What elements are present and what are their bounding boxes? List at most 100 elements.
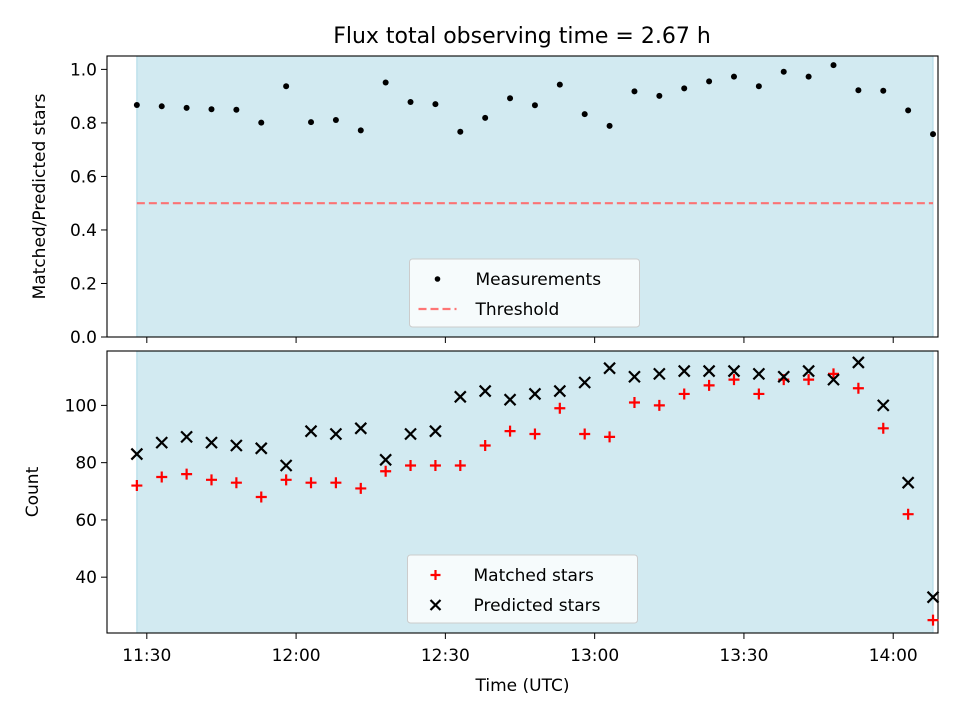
predicted-stars-point xyxy=(578,376,591,389)
predicted-stars-point xyxy=(454,390,467,404)
legend-dot-marker xyxy=(434,276,441,282)
legend-label: Predicted stars xyxy=(474,596,601,616)
x-tick-label: 11:30 xyxy=(122,646,171,666)
predicted-stars-point xyxy=(180,430,193,444)
predicted-stars-point xyxy=(876,399,890,412)
y-tick-label: 1.0 xyxy=(70,60,97,80)
matched-stars-point xyxy=(529,428,541,440)
predicted-stars-point xyxy=(926,590,940,604)
measurement-point xyxy=(780,68,787,75)
predicted-stars-point xyxy=(379,453,392,467)
matched-stars-point xyxy=(479,439,491,451)
y-tick-label: 40 xyxy=(75,568,97,588)
matched-stars-point xyxy=(877,422,889,434)
x-tick-label: 13:00 xyxy=(570,646,619,666)
predicted-stars-point xyxy=(254,442,268,455)
matched-stars-point xyxy=(181,468,193,480)
predicted-stars-point xyxy=(603,361,616,375)
measurement-point xyxy=(556,81,563,88)
measurement-point xyxy=(905,107,912,114)
matched-stars-point xyxy=(604,431,616,443)
measurement-point xyxy=(507,95,514,102)
x-tick-label: 13:30 xyxy=(719,646,768,666)
measurement-point xyxy=(581,111,588,118)
predicted-stars-point xyxy=(727,364,741,378)
predicted-stars-point xyxy=(503,393,517,406)
measurement-point xyxy=(407,99,414,106)
measurement-point xyxy=(631,88,638,95)
predicted-stars-point xyxy=(702,364,716,378)
matched-stars-point xyxy=(405,460,417,472)
measurement-point xyxy=(830,62,837,69)
predicted-stars-point xyxy=(777,370,791,384)
y-tick-label: 0.2 xyxy=(70,274,97,294)
matched-stars-point xyxy=(803,374,815,386)
matched-stars-point xyxy=(653,399,665,411)
measurement-point xyxy=(308,119,315,126)
measurement-point xyxy=(183,104,190,111)
x-tick-label: 12:00 xyxy=(272,646,321,666)
y-axis-label: Matched/Predicted stars xyxy=(30,93,50,299)
measurement-point xyxy=(158,103,165,110)
measurement-point xyxy=(706,78,713,85)
predicted-stars-point xyxy=(429,424,442,438)
y-tick-label: 80 xyxy=(75,454,97,474)
predicted-stars-point xyxy=(528,387,542,401)
predicted-stars-point xyxy=(404,427,417,441)
y-tick-label: 100 xyxy=(65,396,97,416)
matched-stars-point xyxy=(753,388,765,400)
matched-stars-point xyxy=(330,477,342,489)
measurement-point xyxy=(531,102,538,109)
x-tick-label: 12:30 xyxy=(421,646,470,666)
axes-frame xyxy=(106,350,939,634)
measurement-point xyxy=(357,127,364,134)
matched-stars-point xyxy=(504,425,516,437)
predicted-stars-point xyxy=(354,422,368,435)
y-axis-label: Count xyxy=(23,466,43,517)
predicted-stars-point xyxy=(130,447,144,461)
predicted-stars-point xyxy=(752,367,766,381)
matched-stars-point xyxy=(579,428,591,440)
legend-label: Measurements xyxy=(476,270,602,290)
matched-stars-point xyxy=(703,379,715,391)
measurement-point xyxy=(258,119,265,126)
measurement-point xyxy=(755,83,762,90)
matched-stars-point xyxy=(230,477,242,489)
matched-stars-point xyxy=(902,508,914,520)
matched-stars-point xyxy=(628,397,640,409)
measurement-point xyxy=(133,101,140,108)
y-tick-label: 0.8 xyxy=(70,114,97,134)
measurement-point xyxy=(208,106,215,113)
matched-stars-point xyxy=(852,382,864,394)
matched-stars-point xyxy=(454,460,466,472)
x-axis-label: Time (UTC) xyxy=(475,676,570,696)
y-tick-label: 0.4 xyxy=(70,221,97,241)
chart-title: Flux total observing time = 2.67 h xyxy=(333,24,711,49)
y-tick-label: 0.6 xyxy=(70,167,97,187)
legend-frame xyxy=(407,554,638,624)
matched-stars-point xyxy=(156,471,168,483)
matched-stars-point xyxy=(927,614,939,626)
measurement-point xyxy=(656,92,663,99)
legend: Measurements Threshold xyxy=(409,258,640,328)
measurement-point xyxy=(805,73,812,80)
y-tick-label: 60 xyxy=(75,511,97,531)
measurement-point xyxy=(482,114,489,121)
matched-stars-point xyxy=(554,402,566,414)
predicted-stars-point xyxy=(827,373,840,386)
predicted-stars-point xyxy=(230,439,243,452)
measurement-point xyxy=(432,101,439,108)
bottom-panel-counts: 40 60 80 100 11:30 12:00 12:30 13:00 13:30 14:00 C… xyxy=(23,350,940,696)
predicted-stars-point xyxy=(802,364,815,378)
y-tick-label: 0.0 xyxy=(70,328,97,348)
matched-stars-point xyxy=(380,465,392,477)
legend-label: Matched stars xyxy=(474,566,594,586)
matched-stars-point xyxy=(828,368,840,380)
matched-stars-point xyxy=(728,374,740,386)
predicted-stars-point xyxy=(304,424,318,438)
x-tick-label: 14:00 xyxy=(869,646,918,666)
measurement-point xyxy=(332,116,339,123)
measurement-point xyxy=(457,128,464,135)
measurement-point xyxy=(880,87,887,94)
